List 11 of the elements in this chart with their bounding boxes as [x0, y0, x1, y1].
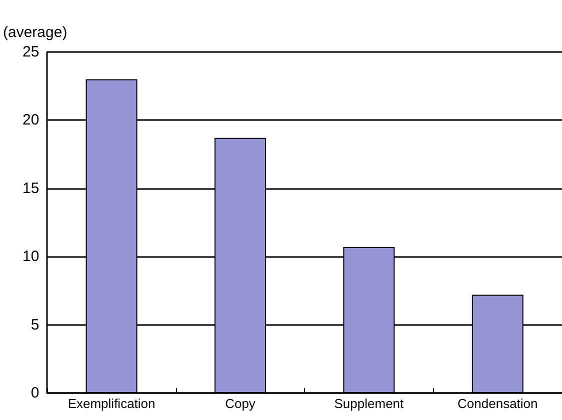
x-tick-label: Exemplification	[68, 396, 156, 411]
y-tick-label: 15	[22, 180, 40, 197]
y-tick-label: 0	[30, 384, 40, 402]
y-tick-label: 5	[30, 316, 40, 334]
y-tick-label: 10	[22, 248, 40, 266]
x-tick-label: Supplement	[334, 396, 404, 411]
y-axis-title: (average)	[2, 24, 68, 41]
y-tick-label: 25	[22, 44, 40, 60]
x-tick-label: Copy	[225, 396, 256, 411]
x-tick-label: Condensation	[458, 396, 538, 411]
y-tick-label: 20	[22, 112, 40, 129]
